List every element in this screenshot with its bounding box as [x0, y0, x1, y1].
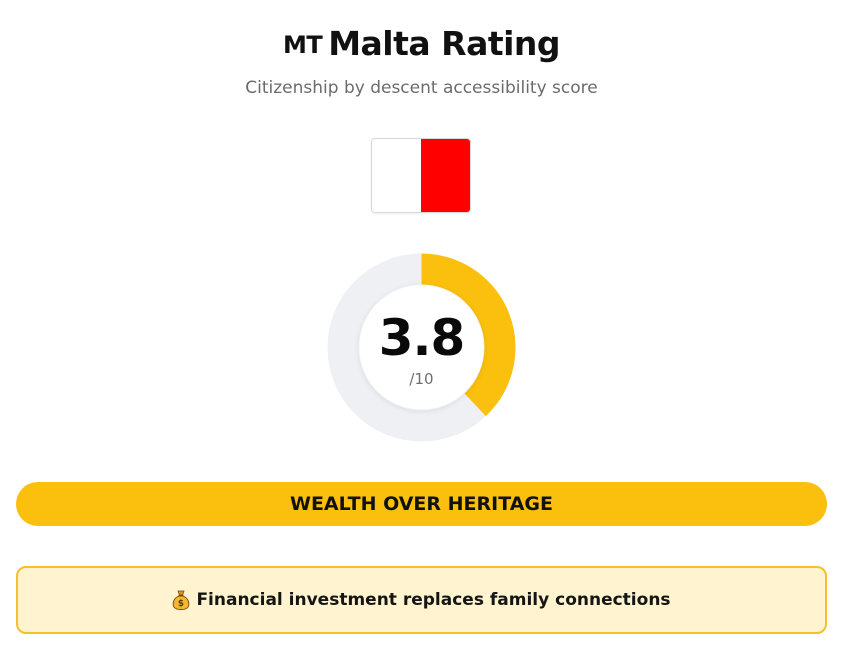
verdict-badge: WEALTH OVER HERITAGE [16, 482, 827, 526]
flag-white-half [372, 139, 421, 212]
page-title: MT Malta Rating [0, 24, 843, 63]
score-value: 3.8 [378, 309, 466, 367]
gauge-ring [327, 253, 516, 442]
country-code: MT [282, 31, 323, 59]
score-gauge: 3.8 /10 [327, 253, 516, 442]
gauge-center [359, 285, 484, 410]
flag-red-half [421, 139, 470, 212]
title-text: Malta Rating [328, 24, 561, 63]
malta-flag-icon [372, 139, 470, 212]
note-text: Financial investment replaces family con… [196, 590, 671, 610]
note-box: $ Financial investment replaces family c… [16, 566, 827, 634]
svg-text:$: $ [178, 599, 184, 609]
page-subtitle: Citizenship by descent accessibility sco… [245, 78, 598, 98]
score-max: /10 [409, 370, 434, 388]
money-bag-icon: $ [173, 590, 190, 610]
gauge-fill [327, 253, 516, 442]
